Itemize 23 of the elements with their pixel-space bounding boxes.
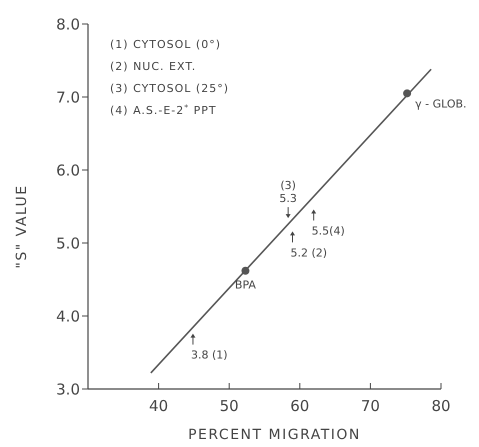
annotation: (3) CYTOSOL (25°) <box>110 82 230 95</box>
annotation: (2) NUC. EXT. <box>110 60 196 73</box>
y-tick-label: 4.0 <box>56 307 80 326</box>
annotation: (1) CYTOSOL (0°) <box>110 38 222 51</box>
annotation: 5.2 (2) <box>290 246 328 260</box>
annotation: (4) A.S.-E-2$^{*}$ PPT <box>110 102 217 117</box>
x-tick-label: 60 <box>290 397 310 415</box>
annotation: (3) 5.3 <box>279 179 297 206</box>
x-tick-label: 40 <box>149 397 168 415</box>
y-tick-label: 3.0 <box>56 380 80 398</box>
y-tick-label: 7.0 <box>56 88 80 106</box>
x-axis-title: PERCENT MIGRATION <box>188 427 361 443</box>
x-tick-label: 70 <box>360 397 380 415</box>
y-tick-label: 5.0 <box>56 234 80 252</box>
x-tick-label: 80 <box>431 397 451 415</box>
y-tick-label: 6.0 <box>56 161 80 180</box>
y-tick-label: 8.0 <box>56 15 80 34</box>
x-tick-label: 50 <box>220 397 239 415</box>
y-axis-title: "S" VALUE <box>14 184 30 269</box>
annotation: 5.5(4) <box>312 224 345 238</box>
annotation: BPA <box>234 278 256 292</box>
annotation: 3.8 (1) <box>190 348 228 362</box>
annotation: γ - GLOB. <box>415 97 467 110</box>
